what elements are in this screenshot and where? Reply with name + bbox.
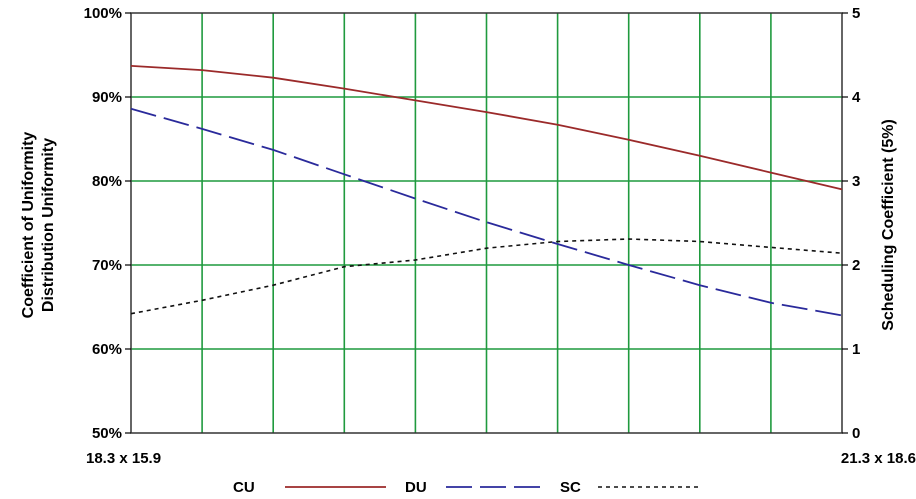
right-axis-label: Scheduling Coefficient (5%) (880, 119, 897, 331)
series-line-sc (130, 238, 843, 315)
series-line-du (130, 107, 843, 317)
plot-frame (130, 12, 843, 434)
legend: CU DU SC (233, 479, 698, 496)
right-tick-label: 2 (852, 257, 860, 274)
left-tick-label: 90% (92, 89, 122, 106)
series-group (130, 65, 843, 317)
tick-labels: 50% 60% 70% 80% 90% 100% 0 1 2 3 4 5 (84, 5, 861, 442)
left-axis-label-1: Coefficient of Uniformity (20, 132, 37, 319)
x-label-start: 18.3 x 15.9 (86, 450, 161, 467)
right-tick-label: 1 (852, 341, 860, 358)
right-tick-label: 4 (852, 89, 861, 106)
legend-label-sc: SC (560, 479, 581, 496)
x-label-end: 21.3 x 18.6 (841, 450, 916, 467)
left-tick-label: 100% (84, 5, 122, 22)
right-tick-label: 5 (852, 5, 860, 22)
grid (131, 13, 842, 433)
right-tick-label: 0 (852, 425, 860, 442)
right-tick-label: 3 (852, 173, 860, 190)
left-tick-label: 70% (92, 257, 122, 274)
series-line-cu (130, 65, 843, 191)
left-tick-label: 50% (92, 425, 122, 442)
left-tick-label: 60% (92, 341, 122, 358)
left-tick-label: 80% (92, 173, 122, 190)
legend-label-du: DU (405, 479, 427, 496)
legend-label-cu: CU (233, 479, 255, 496)
left-axis-label-2: Distribution Uniformity (40, 138, 57, 312)
